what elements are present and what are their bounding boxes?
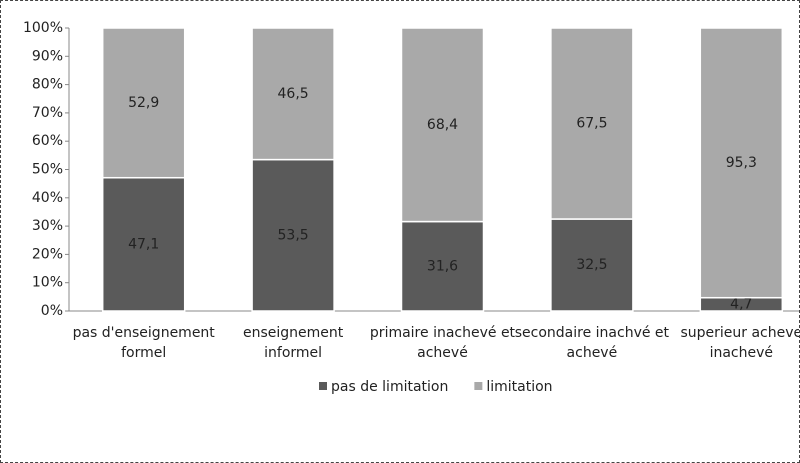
bar-segment — [251, 158, 335, 312]
y-tick-label: 50% — [32, 162, 63, 178]
x-tick-label: enseignement informel — [242, 325, 344, 361]
x-tick-label: secondaire inachvé et achevé — [514, 325, 670, 361]
y-tick-label: 40% — [32, 190, 63, 206]
y-tick-label: 70% — [32, 105, 63, 121]
value-label: 47,1 — [128, 236, 159, 252]
bar-segment — [550, 27, 634, 220]
value-label: 52,9 — [128, 95, 159, 111]
value-label: 68,4 — [427, 117, 458, 133]
y-tick-label: 10% — [32, 275, 63, 291]
legend-swatch — [474, 382, 483, 390]
bar-segment — [101, 176, 186, 312]
bar-segment — [251, 27, 335, 161]
legend-label: limitation — [486, 379, 552, 395]
value-label: 31,6 — [427, 258, 458, 274]
value-label: 4,7 — [730, 296, 752, 312]
x-tick-label: pas d'enseignement formel — [72, 325, 215, 361]
bar-segment — [400, 220, 485, 312]
bar-segment — [699, 27, 784, 299]
x-tick-label: superieur acheve inachevé — [680, 325, 800, 361]
value-label: 67,5 — [576, 116, 607, 132]
y-tick-label: 60% — [32, 133, 63, 149]
value-label: 95,3 — [726, 155, 757, 171]
bar-segment — [400, 27, 485, 223]
x-tick-label: primaire inachevé et achevé — [369, 325, 516, 361]
bar-segment — [101, 27, 186, 179]
value-label: 53,5 — [278, 227, 309, 243]
y-tick-label: 20% — [32, 246, 63, 262]
legend-label: pas de limitation — [331, 379, 448, 395]
value-label: 32,5 — [576, 257, 607, 273]
bar-segment — [550, 218, 634, 312]
y-tick-label: 90% — [32, 48, 63, 64]
y-tick-label: 80% — [32, 77, 63, 93]
value-label: 46,5 — [278, 86, 309, 102]
legend-swatch — [319, 382, 327, 390]
y-tick-label: 100% — [23, 20, 63, 36]
y-tick-label: 0% — [41, 303, 63, 319]
y-tick-label: 30% — [32, 218, 63, 234]
